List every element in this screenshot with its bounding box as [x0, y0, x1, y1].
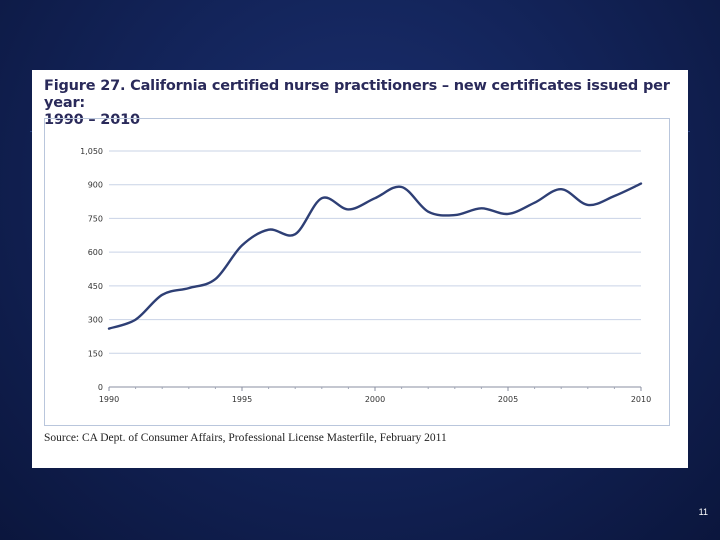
y-tick-label: 0 — [98, 383, 103, 392]
figure-title-line-1: Figure 27. California certified nurse pr… — [44, 78, 670, 111]
y-tick-label: 600 — [88, 248, 103, 257]
page-number: 11 — [698, 507, 708, 517]
y-tick-label: 750 — [88, 214, 103, 223]
x-tick-label: 2005 — [498, 395, 518, 404]
figure-panel: Figure 27. California certified nurse pr… — [32, 70, 688, 468]
source-note: Source: CA Dept. of Consumer Affairs, Pr… — [44, 432, 447, 444]
y-tick-label: 150 — [88, 349, 103, 358]
line-chart: 0 150 300 450 600 750 900 1,050 1990 1995 2000 2005… — [80, 147, 651, 404]
figure-title-line-2: 1990 – 2010 — [44, 112, 140, 128]
series-line — [107, 182, 643, 330]
y-tick-label: 300 — [88, 316, 103, 325]
y-tick-label: 1,050 — [80, 147, 103, 156]
y-tick-label: 450 — [88, 282, 103, 291]
chart-frame: 0 150 300 450 600 750 900 1,050 1990 1995 2000 2005… — [44, 118, 670, 426]
figure-title: Figure 27. California certified nurse pr… — [44, 78, 684, 129]
y-tick-label: 900 — [88, 181, 103, 190]
x-tick-label: 1995 — [232, 395, 252, 404]
x-tick-label: 2000 — [365, 395, 385, 404]
x-tick-label: 1990 — [99, 395, 119, 404]
x-tick-label: 2010 — [631, 395, 651, 404]
